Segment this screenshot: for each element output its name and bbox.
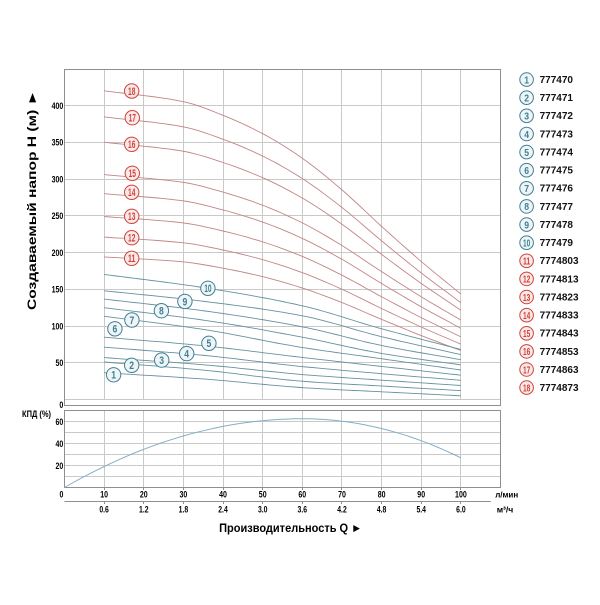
svg-text:7774823: 7774823 [540, 292, 579, 303]
svg-text:5.4: 5.4 [416, 505, 426, 516]
svg-text:17: 17 [129, 113, 136, 125]
svg-text:Создаваемый напор Н (м) ►: Создаваемый напор Н (м) ► [25, 90, 39, 310]
svg-text:50: 50 [56, 358, 64, 369]
svg-text:2: 2 [524, 93, 529, 105]
svg-text:7774863: 7774863 [540, 365, 579, 376]
svg-text:КПД (%): КПД (%) [22, 409, 51, 419]
svg-text:9: 9 [524, 219, 529, 231]
svg-text:11: 11 [128, 253, 135, 265]
svg-text:777473: 777473 [540, 129, 574, 140]
svg-text:16: 16 [128, 139, 135, 151]
svg-text:6.0: 6.0 [456, 505, 466, 516]
svg-text:777472: 777472 [540, 111, 574, 122]
svg-text:777477: 777477 [540, 202, 574, 213]
svg-text:10: 10 [523, 238, 530, 250]
svg-text:8: 8 [524, 201, 529, 213]
svg-text:60: 60 [298, 489, 306, 500]
svg-text:50: 50 [259, 489, 267, 500]
svg-text:1: 1 [111, 370, 116, 382]
svg-text:17: 17 [523, 364, 530, 376]
svg-text:5: 5 [207, 338, 212, 350]
svg-text:2.4: 2.4 [218, 505, 228, 516]
svg-text:6: 6 [113, 324, 118, 336]
svg-text:13: 13 [128, 211, 135, 223]
svg-text:777470: 777470 [540, 75, 574, 86]
svg-text:150: 150 [52, 285, 64, 296]
svg-text:200: 200 [52, 248, 64, 259]
svg-text:0.6: 0.6 [99, 505, 109, 516]
svg-text:12: 12 [128, 233, 135, 245]
svg-text:777478: 777478 [540, 220, 574, 231]
svg-text:777475: 777475 [540, 166, 574, 177]
svg-text:15: 15 [523, 328, 530, 340]
svg-text:л/мин: л/мин [495, 489, 518, 499]
svg-text:10: 10 [204, 283, 211, 295]
svg-text:30: 30 [180, 489, 188, 500]
svg-text:777479: 777479 [540, 238, 574, 249]
svg-text:40: 40 [56, 439, 64, 450]
svg-text:2: 2 [129, 360, 134, 372]
svg-text:100: 100 [52, 321, 64, 332]
svg-text:м³/ч: м³/ч [497, 505, 514, 515]
svg-text:9: 9 [183, 296, 188, 308]
svg-text:3.0: 3.0 [258, 505, 268, 516]
svg-text:80: 80 [378, 489, 386, 500]
svg-text:1: 1 [524, 74, 529, 86]
svg-text:250: 250 [52, 211, 64, 222]
svg-text:7: 7 [524, 183, 529, 195]
svg-text:20: 20 [56, 461, 64, 472]
svg-text:12: 12 [523, 274, 530, 286]
svg-text:16: 16 [523, 346, 530, 358]
svg-text:350: 350 [52, 138, 64, 149]
svg-text:4.2: 4.2 [337, 505, 347, 516]
svg-text:100: 100 [455, 489, 467, 500]
svg-text:5: 5 [524, 147, 529, 159]
svg-text:777471: 777471 [540, 93, 574, 104]
svg-text:4: 4 [524, 129, 529, 141]
svg-text:3: 3 [159, 355, 164, 367]
svg-text:7774843: 7774843 [540, 329, 579, 340]
svg-text:70: 70 [338, 489, 346, 500]
svg-text:3.6: 3.6 [298, 505, 308, 516]
svg-text:14: 14 [128, 187, 136, 199]
svg-text:7774803: 7774803 [540, 256, 579, 267]
svg-text:4.8: 4.8 [377, 505, 387, 516]
svg-text:7774853: 7774853 [540, 347, 579, 358]
svg-text:11: 11 [523, 256, 530, 268]
svg-text:Производительность Q ►: Производительность Q ► [219, 521, 362, 535]
svg-text:1.8: 1.8 [179, 505, 189, 516]
svg-text:60: 60 [56, 417, 64, 428]
svg-text:7774813: 7774813 [540, 274, 579, 285]
svg-text:7: 7 [130, 315, 135, 327]
svg-text:13: 13 [523, 292, 530, 304]
svg-text:400: 400 [52, 101, 64, 112]
svg-text:18: 18 [128, 86, 135, 98]
svg-text:10: 10 [100, 489, 108, 500]
svg-text:300: 300 [52, 174, 64, 185]
svg-text:7774873: 7774873 [540, 383, 579, 394]
svg-text:6: 6 [524, 165, 529, 177]
svg-text:14: 14 [523, 310, 530, 322]
svg-text:777476: 777476 [540, 184, 574, 195]
svg-text:0: 0 [59, 400, 63, 411]
svg-text:90: 90 [417, 489, 425, 500]
svg-text:40: 40 [219, 489, 227, 500]
svg-text:777474: 777474 [540, 148, 574, 159]
svg-text:1.2: 1.2 [139, 505, 149, 516]
svg-text:4: 4 [184, 349, 189, 361]
svg-text:15: 15 [129, 168, 136, 180]
svg-text:3: 3 [524, 111, 529, 123]
svg-text:7774833: 7774833 [540, 311, 579, 322]
svg-text:20: 20 [140, 489, 148, 500]
svg-text:18: 18 [523, 382, 530, 394]
svg-text:8: 8 [159, 306, 164, 318]
svg-text:0: 0 [60, 489, 64, 500]
